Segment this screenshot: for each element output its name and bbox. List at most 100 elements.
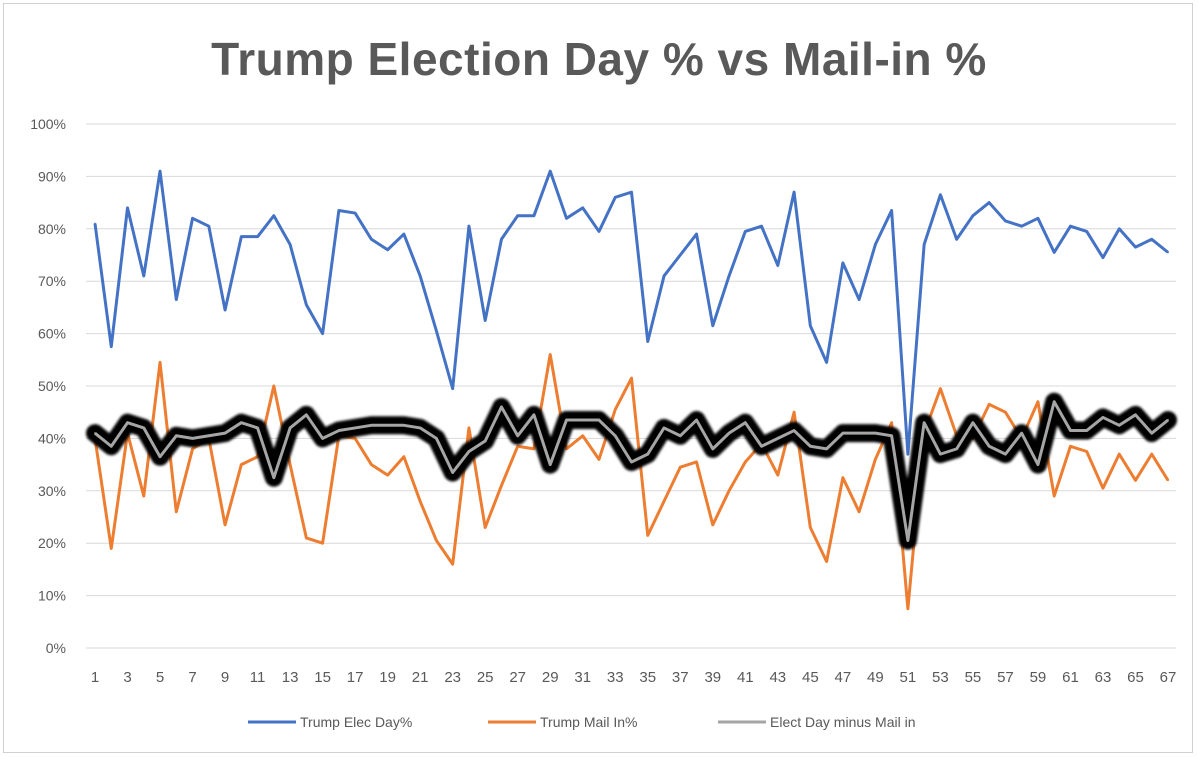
data-point [809, 445, 812, 448]
data-point [760, 445, 763, 448]
data-point [1102, 416, 1104, 419]
data-point [565, 447, 568, 450]
data-point [809, 526, 812, 529]
data-point [256, 235, 259, 238]
data-point [289, 243, 291, 246]
data-point [272, 214, 275, 217]
series-line [93, 169, 1169, 456]
data-point [1020, 225, 1023, 228]
data-point [630, 377, 633, 380]
data-point [1004, 411, 1007, 414]
data-point [533, 447, 535, 450]
data-point [1150, 432, 1153, 435]
x-tick-label: 53 [932, 669, 949, 686]
x-tick-label: 31 [574, 669, 591, 686]
data-point [370, 424, 373, 427]
data-point [1134, 479, 1137, 482]
data-point [776, 264, 779, 267]
data-point [614, 434, 617, 437]
x-tick-label: 17 [347, 669, 364, 686]
data-point [874, 458, 877, 461]
data-point [256, 427, 259, 429]
data-point [939, 387, 942, 390]
data-point [386, 424, 389, 427]
y-tick-label: 10% [38, 588, 66, 604]
x-tick-label: 55 [965, 669, 982, 686]
data-point [191, 437, 194, 440]
y-tick-label: 60% [38, 326, 66, 342]
data-point [825, 560, 828, 563]
data-point [142, 495, 145, 497]
data-point [126, 206, 129, 209]
x-tick-label: 27 [509, 669, 526, 686]
data-point [663, 427, 665, 429]
data-point [386, 474, 389, 476]
data-point [500, 238, 503, 241]
data-point [841, 261, 844, 264]
data-point [874, 243, 877, 246]
data-point [1150, 238, 1153, 241]
chart-frame [3, 3, 1193, 753]
data-point [1118, 227, 1121, 230]
data-point [1167, 419, 1169, 421]
data-point [110, 547, 113, 550]
data-point [1085, 450, 1088, 453]
data-point [402, 233, 405, 235]
data-point [598, 458, 600, 461]
data-point [289, 427, 291, 429]
data-point [207, 225, 210, 228]
data-point [305, 303, 308, 306]
data-point [955, 238, 958, 241]
x-tick-label: 47 [835, 669, 852, 686]
data-point [500, 406, 503, 408]
data-point [630, 461, 633, 463]
x-tick-label: 13 [282, 669, 299, 686]
data-point [142, 275, 145, 277]
x-tick-label: 3 [123, 669, 131, 686]
data-point [435, 437, 438, 440]
data-point [451, 563, 454, 566]
data-point [1085, 429, 1088, 432]
data-point [484, 526, 487, 529]
data-point [614, 196, 617, 199]
data-point [435, 330, 438, 332]
data-point [516, 445, 519, 448]
data-point [1102, 256, 1104, 259]
data-point [516, 434, 519, 437]
data-point [110, 345, 113, 348]
x-tick-label: 35 [639, 669, 656, 686]
data-point [175, 434, 178, 437]
data-point [1085, 230, 1088, 233]
data-point [679, 254, 682, 256]
x-tick-label: 37 [672, 669, 689, 686]
data-point [1004, 453, 1007, 456]
x-tick-label: 59 [1030, 669, 1047, 686]
data-point [1102, 487, 1104, 490]
data-point [890, 421, 893, 424]
data-point [354, 437, 357, 440]
data-point [890, 209, 893, 212]
data-point [321, 542, 324, 545]
data-point [679, 434, 682, 437]
data-point [630, 191, 633, 194]
data-point [809, 324, 812, 327]
data-point [581, 419, 584, 421]
data-point [988, 201, 991, 204]
data-point [159, 455, 161, 458]
data-point [533, 214, 535, 217]
y-tick-label: 20% [38, 535, 66, 551]
data-point [565, 419, 568, 421]
data-point [1020, 432, 1023, 435]
data-point [1069, 429, 1072, 432]
y-tick-label: 40% [38, 430, 66, 446]
data-point [581, 434, 584, 437]
data-point [370, 463, 373, 466]
data-point [1037, 463, 1039, 466]
data-point [711, 523, 714, 526]
y-tick-label: 30% [38, 483, 66, 499]
data-point [711, 447, 714, 450]
data-point [337, 209, 340, 212]
data-point [1167, 251, 1169, 254]
x-tick-label: 5 [156, 669, 164, 686]
data-point [695, 419, 698, 421]
